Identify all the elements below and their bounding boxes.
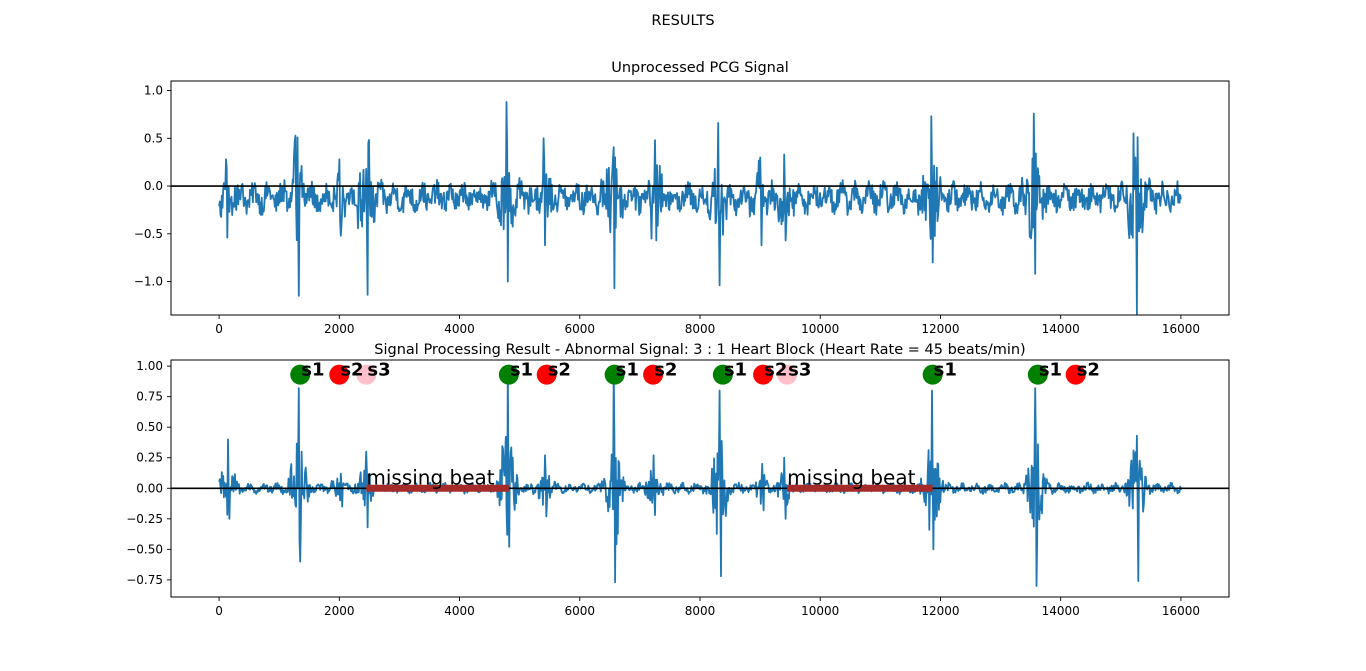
- y-tick-label: −0.5: [134, 227, 163, 241]
- x-tick-label: 6000: [564, 604, 595, 618]
- plot-area: [171, 364, 1229, 587]
- heart-sound-label: s1: [301, 360, 324, 381]
- heart-sound-label: s1: [1039, 360, 1062, 381]
- heart-sound-marker-s3: [777, 364, 798, 385]
- heart-sound-marker-s2: [643, 364, 664, 385]
- top-axes-unprocessed-pcg: Unprocessed PCG Signal 0 2000 4000 6000 8000…: [134, 60, 1230, 336]
- x-tick-label: 16000: [1162, 604, 1200, 618]
- x-tick-label: 12000: [921, 604, 959, 618]
- heart-sound-label: s1: [510, 360, 533, 381]
- axes-frame: [170, 359, 1230, 598]
- heart-sound-marker-s2: [329, 364, 350, 385]
- y-tick-label: −1.0: [134, 275, 163, 289]
- y-tick-label: 0.50: [136, 420, 163, 434]
- bottom-axes-processed-signal: Signal Processing Result - Abnormal Sign…: [126, 342, 1230, 618]
- heart-sound-marker-s1: [498, 364, 519, 385]
- heart-sound-marker-s2: [1065, 364, 1086, 385]
- heart-sound-marker-s1: [290, 364, 311, 385]
- x-tick-label: 0: [215, 322, 223, 336]
- y-tick-label: 0.0: [144, 179, 163, 193]
- heart-sound-label: s1: [724, 360, 747, 381]
- heart-sound-label: s2: [764, 360, 787, 381]
- x-tick-label: 4000: [444, 604, 475, 618]
- x-tick-label: 10000: [801, 604, 839, 618]
- x-tick-label: 4000: [444, 322, 475, 336]
- y-tick-label: 0.25: [136, 451, 163, 465]
- heart-sound-marker-s2: [753, 364, 774, 385]
- axes-frame: [170, 80, 1230, 316]
- heart-sound-marker-s3: [356, 364, 377, 385]
- heart-sound-label: s2: [1077, 360, 1100, 381]
- x-tick-label: 14000: [1042, 604, 1080, 618]
- top-axes-title: Unprocessed PCG Signal: [611, 60, 789, 76]
- signal-series-line: [218, 101, 1182, 315]
- missing-beat-label: missing beat: [366, 465, 494, 489]
- heart-sound-marker-s2: [536, 364, 557, 385]
- heart-sound-label: s1: [616, 360, 639, 381]
- y-tick-label: −0.75: [126, 573, 163, 587]
- x-tick-label: 8000: [685, 604, 716, 618]
- x-tick-label: 10000: [801, 322, 839, 336]
- y-tick-label: −0.25: [126, 512, 163, 526]
- x-tick-label: 6000: [564, 322, 595, 336]
- y-tick-label: 0.75: [136, 390, 163, 404]
- heart-sound-marker-s1: [922, 364, 943, 385]
- bottom-axes-title: Signal Processing Result - Abnormal Sign…: [374, 342, 1025, 358]
- heart-sound-label: s2: [340, 360, 363, 381]
- heart-sound-label: s3: [367, 360, 390, 381]
- heart-sound-label: s2: [548, 360, 571, 381]
- missing-beat-label: missing beat: [787, 465, 915, 489]
- y-tick-label: −0.50: [126, 542, 163, 556]
- heart-sound-marker-s1: [604, 364, 625, 385]
- x-tick-label: 12000: [921, 322, 959, 336]
- y-tick-label: 1.00: [136, 359, 163, 373]
- heart-sound-label: s2: [654, 360, 677, 381]
- heart-sound-marker-s1: [1027, 364, 1048, 385]
- x-tick-label: 2000: [324, 604, 355, 618]
- signal-series-line: [218, 366, 1182, 587]
- x-tick-label: 0: [215, 604, 223, 618]
- y-tick-label: 0.00: [136, 481, 163, 495]
- y-tick-label: 1.0: [144, 84, 163, 98]
- x-tick-label: 2000: [324, 322, 355, 336]
- x-tick-label: 8000: [685, 322, 716, 336]
- heart-sound-label: s1: [934, 360, 957, 381]
- plot-area: [171, 101, 1229, 315]
- heart-sound-label: s3: [788, 360, 811, 381]
- x-tick-label: 14000: [1042, 322, 1080, 336]
- figure-suptitle: RESULTS: [651, 13, 714, 29]
- x-tick-label: 16000: [1162, 322, 1200, 336]
- y-tick-label: 0.5: [144, 131, 163, 145]
- heart-sound-marker-s1: [712, 364, 733, 385]
